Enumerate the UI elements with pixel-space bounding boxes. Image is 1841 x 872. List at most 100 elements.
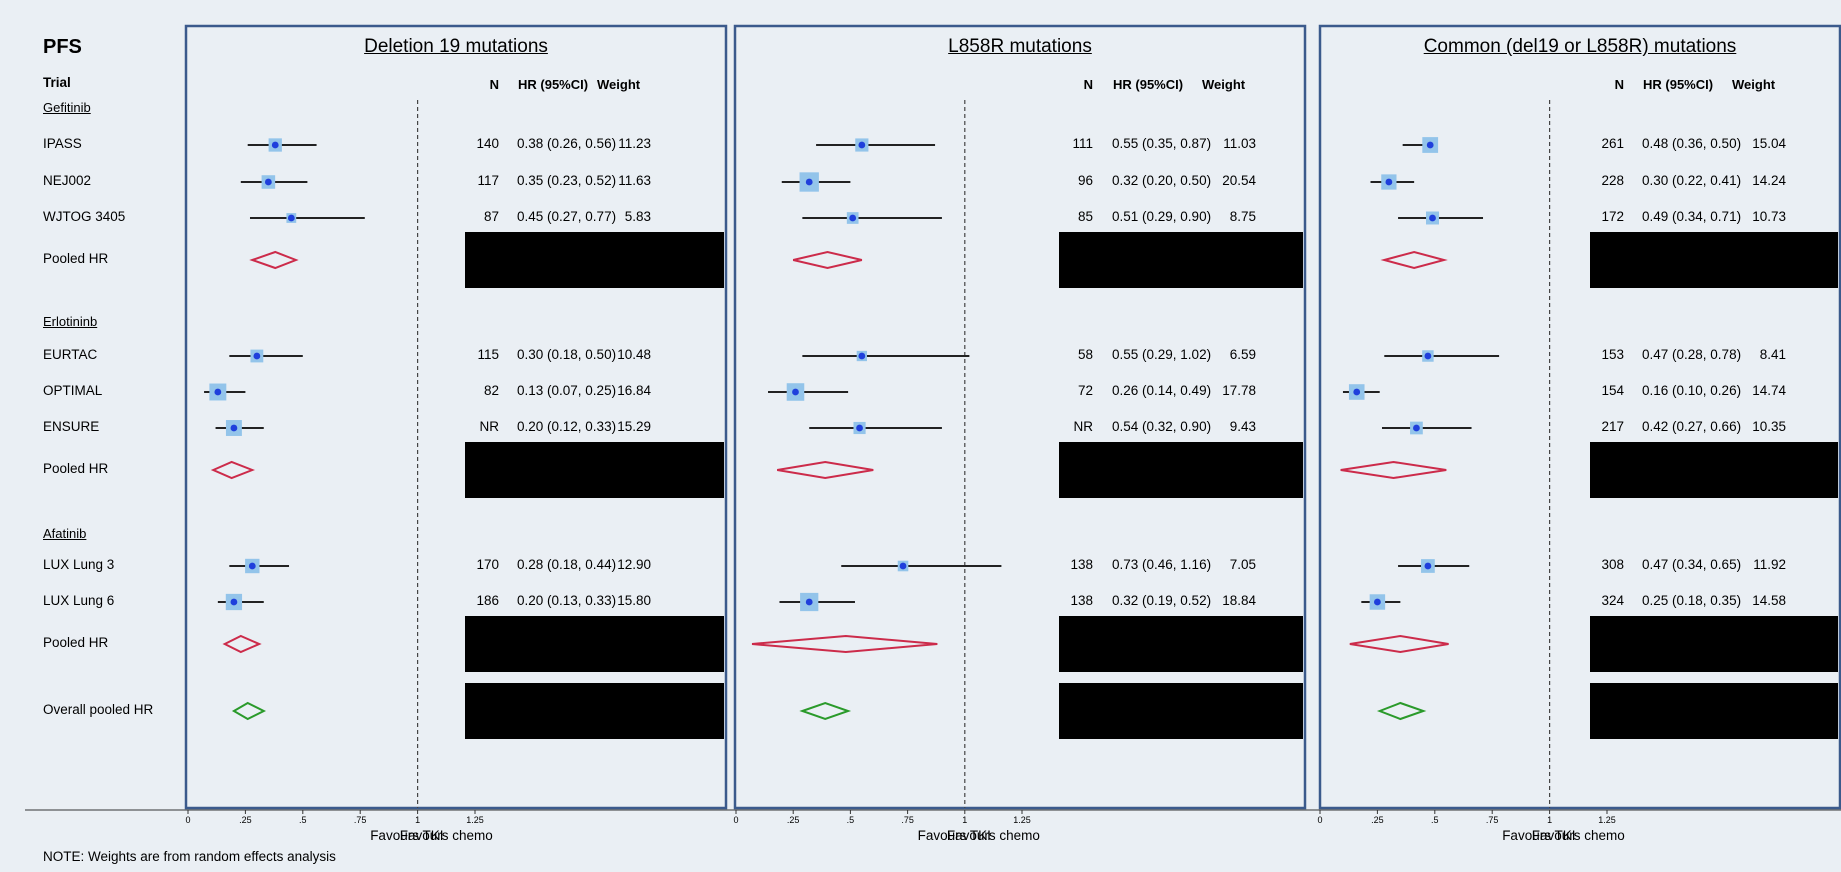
study-n: 228 <box>1601 173 1624 188</box>
pooled-diamond <box>1380 250 1448 270</box>
study-weight: 10.48 <box>617 347 651 362</box>
col-header-n: N <box>1083 77 1093 92</box>
panel-title: Deletion 19 mutations <box>364 36 548 57</box>
redaction-box <box>1059 616 1303 672</box>
study-weight: 11.63 <box>618 173 651 188</box>
study-n: 138 <box>1070 557 1093 572</box>
study-n: 154 <box>1601 383 1624 398</box>
row-label: Pooled HR <box>43 251 109 266</box>
point-estimate <box>1424 562 1432 570</box>
favours-tki-label: Favours TKI <box>1502 828 1576 843</box>
group-label-erlotininb: Erlotininb <box>43 314 98 329</box>
redaction-box <box>1590 232 1838 288</box>
study-weight: 8.41 <box>1759 347 1786 362</box>
study-hr: 0.26 (0.14, 0.49) <box>1112 383 1212 398</box>
point-estimate <box>1413 424 1420 432</box>
study-weight: 11.23 <box>618 136 651 151</box>
study-n: 217 <box>1601 419 1624 434</box>
point-estimate <box>1353 388 1361 396</box>
study-weight: 16.84 <box>617 383 651 398</box>
col-header-hr: HR (95%CI) <box>1113 77 1184 92</box>
study-hr: 0.13 (0.07, 0.25) <box>517 383 617 398</box>
study-weight: 8.75 <box>1229 209 1256 224</box>
study-weight: 7.05 <box>1229 557 1256 572</box>
x-tick-label: 1.25 <box>1013 815 1031 825</box>
redaction-box <box>465 442 724 498</box>
study-hr: 0.20 (0.13, 0.33) <box>517 593 617 608</box>
study-hr: 0.51 (0.29, 0.90) <box>1112 209 1212 224</box>
point-estimate <box>899 562 907 570</box>
x-tick-label: 1 <box>1547 815 1553 825</box>
x-tick-label: 1 <box>962 815 968 825</box>
pooled-diamond <box>231 701 267 721</box>
redaction-box <box>1590 442 1838 498</box>
col-header-weight: Weight <box>1732 77 1776 92</box>
study-n: 186 <box>476 593 499 608</box>
study-weight: 10.35 <box>1752 419 1786 434</box>
row-label: OPTIMAL <box>43 383 103 398</box>
x-tick-label: .75 <box>1485 815 1499 825</box>
figure-title: PFS <box>43 36 82 58</box>
panel-frame <box>184 24 728 810</box>
x-tick-label: 0 <box>185 815 191 825</box>
study-hr: 0.54 (0.32, 0.90) <box>1112 419 1212 434</box>
x-tick-label: .5 <box>299 815 307 825</box>
study-n: 85 <box>1077 209 1093 224</box>
row-label: WJTOG 3405 <box>43 209 126 224</box>
pooled-diamond <box>1340 460 1447 480</box>
study-n: 308 <box>1601 557 1624 572</box>
footnote: NOTE: Weights are from random effects an… <box>43 849 336 864</box>
study-n: 140 <box>476 136 499 151</box>
panel-frame <box>1318 24 1841 810</box>
study-weight: 15.80 <box>617 593 651 608</box>
pooled-diamond <box>249 250 299 270</box>
study-hr: 0.35 (0.23, 0.52) <box>517 173 617 188</box>
study-n: 324 <box>1601 593 1624 608</box>
study-weight: 17.78 <box>1222 383 1256 398</box>
pooled-diamond <box>751 634 938 654</box>
row-label: NEJ002 <box>43 173 92 188</box>
study-n: 111 <box>1072 136 1093 151</box>
point-estimate <box>856 424 863 432</box>
study-hr: 0.32 (0.20, 0.50) <box>1112 173 1212 188</box>
x-tick-label: 1.25 <box>1598 815 1616 825</box>
study-n: 96 <box>1077 173 1093 188</box>
favours-tki-label: Favours TKI <box>917 828 991 843</box>
study-weight: 11.03 <box>1223 136 1256 151</box>
row-header: Trial <box>43 75 71 90</box>
point-estimate <box>1424 352 1432 360</box>
row-label: EURTAC <box>43 347 98 362</box>
study-n: NR <box>1073 419 1094 434</box>
point-estimate <box>214 388 222 396</box>
study-hr: 0.55 (0.29, 1.02) <box>1112 347 1212 362</box>
point-estimate <box>805 598 813 606</box>
pooled-diamond <box>777 460 874 480</box>
study-hr: 0.16 (0.10, 0.26) <box>1642 383 1742 398</box>
pooled-diamond <box>1376 701 1427 721</box>
group-label-afatinib: Afatinib <box>43 526 87 541</box>
study-n: 58 <box>1077 347 1093 362</box>
x-tick-label: .25 <box>1371 815 1384 825</box>
redaction-box <box>1590 683 1838 739</box>
point-estimate <box>858 141 866 149</box>
x-tick-label: 1.25 <box>466 815 484 825</box>
study-hr: 0.45 (0.27, 0.77) <box>517 209 617 224</box>
study-weight: 14.24 <box>1752 173 1786 188</box>
col-header-n: N <box>489 77 499 92</box>
study-weight: 10.73 <box>1752 209 1786 224</box>
col-header-n: N <box>1614 77 1624 92</box>
study-hr: 0.48 (0.36, 0.50) <box>1642 136 1742 151</box>
row-label: Pooled HR <box>43 635 109 650</box>
study-weight: 15.04 <box>1752 136 1786 151</box>
row-label: IPASS <box>43 136 82 151</box>
study-n: 172 <box>1601 209 1624 224</box>
redaction-box <box>465 232 724 288</box>
point-estimate <box>248 562 256 570</box>
study-hr: 0.42 (0.27, 0.66) <box>1642 419 1742 434</box>
pooled-diamond <box>1349 634 1449 654</box>
study-weight: 18.84 <box>1222 593 1256 608</box>
panel-title: L858R mutations <box>948 36 1092 57</box>
x-tick-label: .5 <box>846 815 855 825</box>
redaction-box <box>1059 442 1303 498</box>
